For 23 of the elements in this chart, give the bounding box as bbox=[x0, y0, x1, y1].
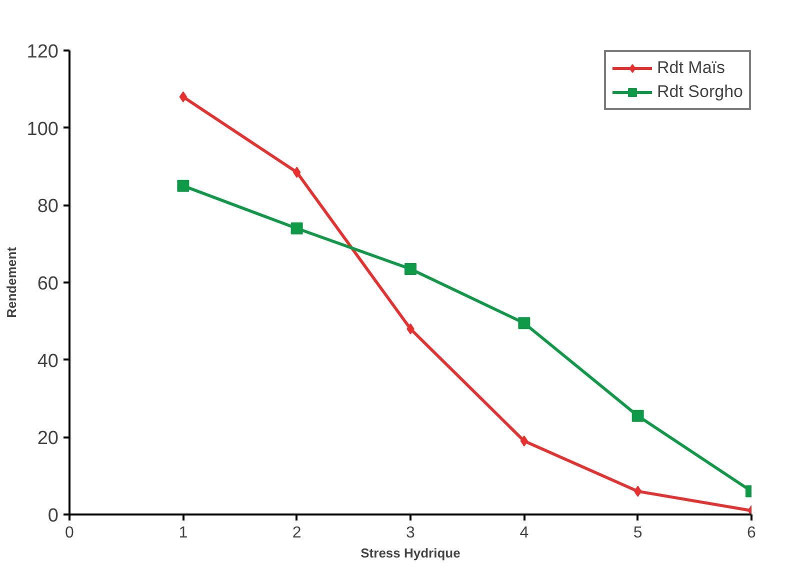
y-tick-label: 60 bbox=[37, 274, 59, 294]
y-axis-title: Rendement bbox=[4, 246, 19, 318]
x-tick-label: 0 bbox=[65, 524, 74, 542]
point bbox=[404, 262, 416, 275]
x-tick-label: 4 bbox=[520, 524, 529, 542]
x-tick-label: 6 bbox=[747, 524, 756, 542]
legend-label: Rdt Sorgho bbox=[657, 82, 743, 102]
y-tick-label: 20 bbox=[37, 428, 59, 450]
point bbox=[290, 222, 303, 234]
y-tick-label: 80 bbox=[37, 196, 59, 218]
point bbox=[632, 410, 644, 422]
y-tick-label: 100 bbox=[26, 118, 58, 140]
point bbox=[177, 180, 190, 192]
y-tick-label: 40 bbox=[37, 350, 59, 372]
x-tick-label: 3 bbox=[406, 524, 416, 542]
y-tick-label: 0 bbox=[48, 506, 59, 526]
x-axis-title: Stress Hydrique bbox=[360, 546, 460, 560]
x-tick-label: 2 bbox=[292, 524, 302, 542]
legend-label: Rdt Maïs bbox=[657, 58, 726, 78]
x-tick-label: 1 bbox=[178, 524, 188, 542]
point bbox=[518, 317, 530, 330]
x-tick-label: 5 bbox=[633, 524, 642, 542]
y-tick-label: 120 bbox=[26, 42, 58, 62]
